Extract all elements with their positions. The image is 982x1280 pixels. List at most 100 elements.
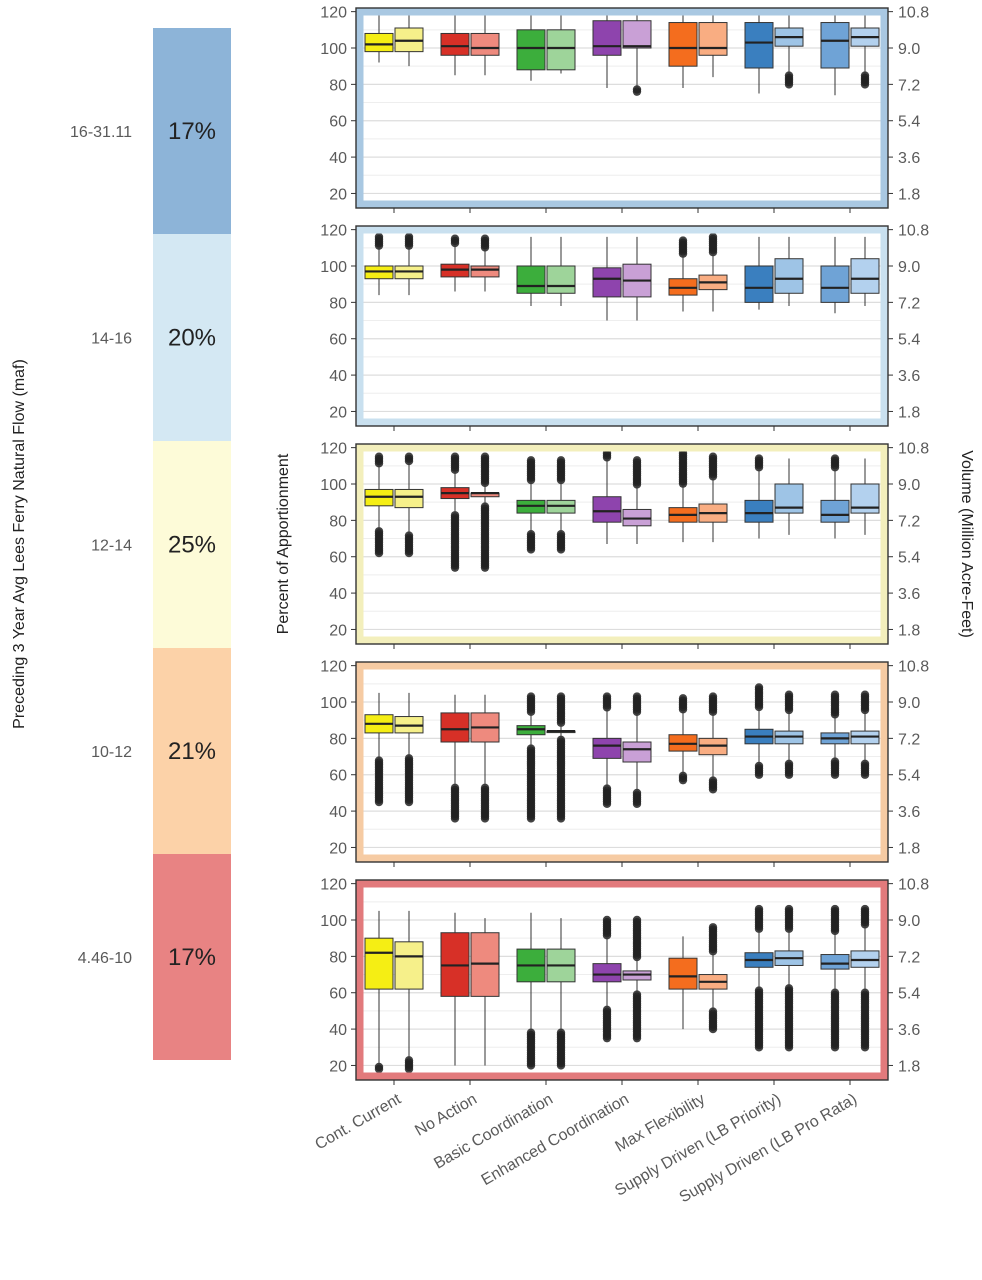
flow-band-range: 10-12: [91, 744, 132, 761]
flow-band-swatch: [153, 441, 231, 648]
outlier-point: [602, 931, 612, 940]
right-tick-label: 10.8: [898, 659, 929, 676]
right-tick-label: 7.2: [898, 295, 920, 312]
right-tick-label: 3.6: [898, 368, 920, 385]
left-tick-label: 60: [329, 332, 347, 349]
box-and-whisker: [774, 15, 804, 89]
box-and-whisker: [820, 904, 850, 1052]
panel: 20 1.8 40 3.6 60 5.4 80 7.2 100 9.0 120 10.8: [320, 659, 929, 867]
right-tick-label: 7.2: [898, 513, 920, 530]
panel-group: 20 1.8 40 3.6 60 5.4 80 7.2 100 9.0 120 10.8 20 1.8 40…: [320, 5, 929, 1085]
box-and-whisker: [364, 910, 394, 1074]
panel: 20 1.8 40 3.6 60 5.4 80 7.2 100 9.0 120 10.8: [320, 441, 929, 649]
box-and-whisker: [850, 904, 880, 1052]
outlier-point: [708, 947, 718, 956]
panel: 20 1.8 40 3.6 60 5.4 80 7.2 100 9.0 120 10.8: [320, 5, 929, 213]
outlier-point: [860, 71, 870, 80]
outlier-point: [830, 988, 840, 997]
right-axis-title: Volume (Million Acre-Feet): [958, 450, 975, 638]
left-axis-title: Percent of Apportionment: [275, 453, 292, 634]
panel-border: [355, 661, 889, 863]
panel-border: [355, 7, 889, 209]
panel-frame: [356, 662, 888, 862]
outlier-point: [602, 703, 612, 712]
left-tick-label: 120: [320, 5, 347, 22]
iqr-box: [744, 22, 774, 69]
iqr-box: [592, 737, 622, 759]
category-label: No Action: [412, 1091, 480, 1140]
box-and-whisker: [592, 11, 622, 88]
outlier-point: [404, 456, 414, 466]
iqr-box: [820, 265, 850, 303]
box-and-whisker: [744, 454, 774, 539]
outlier-point: [632, 990, 642, 999]
right-tick-label: 9.0: [898, 695, 920, 712]
outlier-point: [678, 705, 688, 714]
box-and-whisker: [592, 692, 622, 809]
box-and-whisker: [546, 692, 576, 823]
box-and-whisker: [820, 236, 850, 314]
iqr-box: [698, 22, 728, 56]
outlier-point: [754, 702, 764, 712]
left-tick-label: 60: [329, 986, 347, 1003]
panel-background: [356, 226, 888, 426]
outlier-point: [556, 735, 566, 745]
right-tick-label: 10.8: [898, 877, 929, 894]
box-and-whisker: [516, 15, 546, 81]
box-and-whisker: [364, 15, 394, 63]
outlier-point: [602, 453, 612, 462]
left-tick-label: 40: [329, 368, 347, 385]
box-and-whisker: [820, 690, 850, 779]
iqr-box: [364, 32, 394, 53]
panel-border: [355, 225, 889, 427]
right-tick-label: 5.4: [898, 768, 920, 785]
box-and-whisker: [364, 232, 394, 296]
panel: 20 1.8 40 3.6 60 5.4 80 7.2 100 9.0 120 10.8: [320, 877, 929, 1085]
box-and-whisker: [440, 912, 470, 1066]
left-tick-label: 100: [320, 477, 347, 494]
left-tick-label: 100: [320, 695, 347, 712]
box-and-whisker: [622, 236, 652, 321]
left-tick-label: 80: [329, 949, 347, 966]
outlier-point: [860, 705, 870, 715]
right-tick-label: 9.0: [898, 477, 920, 494]
left-tick-label: 40: [329, 804, 347, 821]
box-and-whisker: [394, 452, 424, 558]
iqr-box: [668, 957, 698, 990]
box-and-whisker: [622, 915, 652, 1043]
outlier-point: [480, 502, 490, 511]
flow-band-swatch: [153, 854, 231, 1060]
right-tick-label: 7.2: [898, 731, 920, 748]
outlier-point: [374, 459, 384, 468]
outlier-point: [404, 241, 414, 250]
right-tick-label: 1.8: [898, 622, 920, 639]
outlier-point: [708, 707, 718, 717]
iqr-box: [394, 941, 424, 990]
left-tick-label: 100: [320, 41, 347, 58]
iqr-box: [470, 265, 500, 278]
iqr-box: [820, 499, 850, 523]
panel-frame: [356, 226, 888, 426]
right-tick-label: 9.0: [898, 913, 920, 930]
right-tick-label: 1.8: [898, 1058, 920, 1075]
outlier-point: [374, 1062, 384, 1072]
left-tick-label: 40: [329, 586, 347, 603]
iqr-box: [516, 265, 546, 294]
iqr-box: [820, 954, 850, 970]
flow-band-swatch: [153, 648, 231, 854]
outlier-point: [678, 249, 688, 258]
left-tick-label: 20: [329, 186, 347, 203]
outlier-point: [480, 478, 490, 488]
box-and-whisker: [546, 236, 576, 306]
box-and-whisker: [470, 15, 500, 76]
outlier-point: [404, 754, 414, 763]
outlier-point: [784, 71, 794, 80]
outlier-point: [374, 756, 384, 765]
box-and-whisker: [774, 904, 804, 1052]
outlier-point: [374, 241, 384, 250]
box-and-whisker: [516, 456, 546, 554]
box-and-whisker: [668, 448, 698, 543]
right-tick-label: 9.0: [898, 41, 920, 58]
outlier-point: [708, 472, 718, 481]
flow-band-share: 17%: [168, 944, 216, 971]
